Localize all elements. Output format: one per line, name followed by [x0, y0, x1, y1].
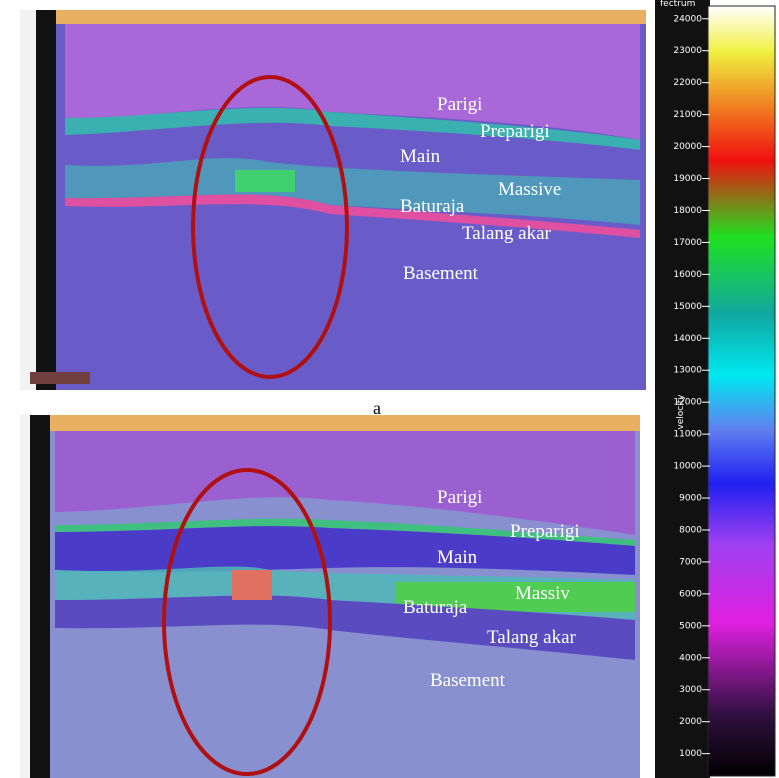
tick-label: 5000 [679, 621, 702, 631]
tick-label: 6000 [679, 589, 702, 599]
top [56, 10, 646, 24]
label: Massiv [515, 583, 570, 604]
panel-a: Parigi Preparigi Main Massive Baturaja T… [20, 10, 646, 418]
label: Baturaja [403, 597, 468, 618]
label: Basement [403, 263, 479, 284]
panel-b: Parigi Preparigi Main Massiv Baturaja Ta… [20, 415, 640, 778]
tick-label: 3000 [679, 685, 702, 695]
tick-label: 21000 [673, 110, 702, 120]
label: Talang akar [462, 223, 552, 244]
label: Talang akar [487, 627, 577, 648]
tick-label: 22000 [673, 78, 702, 88]
anomaly [235, 170, 295, 192]
label: Preparigi [510, 521, 580, 542]
tick-label: 16000 [673, 270, 702, 280]
label: Massive [498, 179, 561, 200]
figure: Parigi Preparigi Main Massive Baturaja T… [0, 0, 779, 778]
label: Baturaja [400, 196, 465, 217]
tick-label: 4000 [679, 653, 702, 663]
anomaly [232, 570, 272, 600]
label: Parigi [437, 487, 482, 508]
strip [36, 10, 56, 390]
tick-label: 13000 [673, 366, 702, 376]
label: Parigi [437, 94, 482, 115]
tick-label: 12000 [673, 398, 702, 408]
tick-label: 11000 [673, 430, 702, 440]
scale [30, 372, 90, 384]
label: Basement [430, 670, 506, 691]
colorbar-title: fectrum [660, 0, 695, 9]
label: Main [437, 547, 478, 568]
tick-label: 7000 [679, 557, 702, 567]
colorbar-scale [708, 6, 775, 776]
tick-label: 17000 [673, 238, 702, 248]
tick-label: 20000 [673, 142, 702, 152]
tick-label: 24000 [673, 14, 702, 24]
tick-label: 15000 [673, 302, 702, 312]
strip [30, 415, 50, 778]
tick-label: 18000 [673, 206, 702, 216]
tick-label: 10000 [673, 462, 702, 472]
tick-label: 8000 [679, 525, 702, 535]
tick-label: 14000 [673, 334, 702, 344]
tick-label: 9000 [679, 494, 702, 504]
tick-label: 1000 [679, 749, 702, 759]
label: Preparigi [480, 121, 550, 142]
top [50, 415, 640, 431]
tick-label: 2000 [679, 717, 702, 727]
tick-label: 19000 [673, 174, 702, 184]
label: Main [400, 146, 441, 167]
tick-label: 23000 [673, 46, 702, 56]
